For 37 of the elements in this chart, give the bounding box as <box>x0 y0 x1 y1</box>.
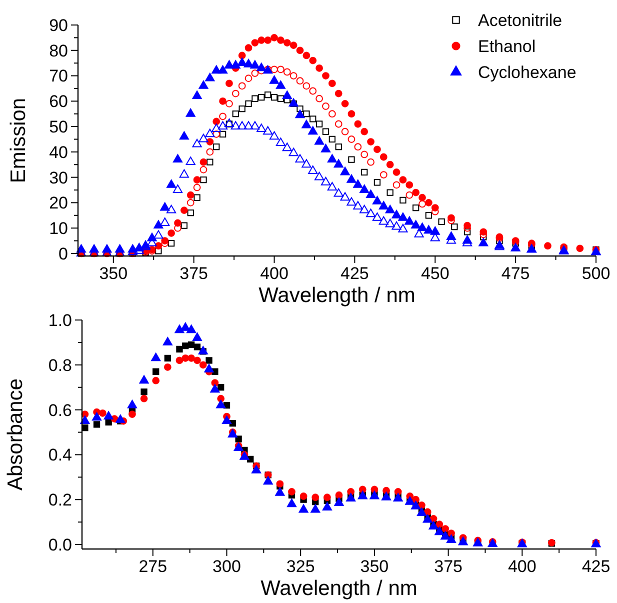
legend-label: Cyclohexane <box>478 62 576 82</box>
x-axis-title: Wavelength / nm <box>260 577 418 600</box>
x-tick-label: 400 <box>260 264 288 283</box>
x-tick-label: 450 <box>420 264 450 283</box>
y-tick-label: 30 <box>49 168 68 188</box>
x-axis-title: Wavelength / nm <box>258 284 416 307</box>
x-tick-label: 400 <box>508 557 536 576</box>
y-tick-label: 0.4 <box>48 446 72 465</box>
y-tick-label: 0.8 <box>48 356 72 375</box>
y-tick-label: 0.0 <box>48 535 72 554</box>
y-tick-label: 0 <box>58 244 68 264</box>
y-tick-label: 0.2 <box>48 490 72 510</box>
y-tick-label: 1.0 <box>48 310 72 330</box>
x-tick-label: 375 <box>434 557 462 576</box>
y-tick-label: 80 <box>49 41 68 60</box>
x-tick-label: 275 <box>138 557 168 576</box>
x-tick-label: 300 <box>212 557 241 576</box>
y-tick-label: 50 <box>49 117 68 136</box>
y-tick-label: 10 <box>49 219 68 238</box>
y-axis-title: Emission <box>7 98 30 184</box>
y-tick-label: 0.6 <box>48 400 72 420</box>
y-tick-label: 60 <box>49 92 68 112</box>
x-tick-label: 425 <box>582 557 610 576</box>
y-tick-label: 90 <box>49 16 68 35</box>
y-tick-label: 20 <box>49 194 68 213</box>
y-tick-label: 70 <box>49 66 68 86</box>
y-axis-title: Absorbance <box>4 378 27 491</box>
x-tick-label: 350 <box>99 264 128 283</box>
legend-label: Ethanol <box>478 36 536 56</box>
x-tick-label: 350 <box>360 557 389 576</box>
x-tick-label: 325 <box>286 557 315 576</box>
y-tick-label: 40 <box>49 142 68 162</box>
x-tick-label: 500 <box>582 264 610 283</box>
legend-label: Acetonitrile <box>478 10 562 30</box>
x-tick-label: 375 <box>180 264 208 283</box>
x-tick-label: 475 <box>501 264 530 283</box>
x-tick-label: 425 <box>340 264 369 283</box>
